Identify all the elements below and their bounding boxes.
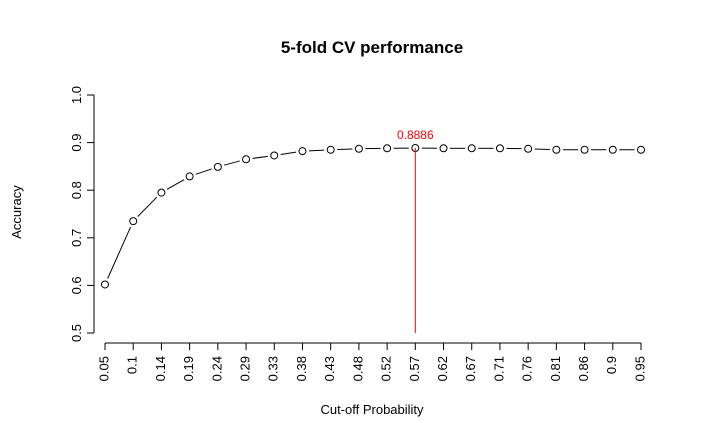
- chart-title: 5-fold CV performance: [281, 38, 463, 57]
- x-tick-label: 0.33: [266, 356, 281, 381]
- series: [101, 144, 645, 289]
- line-segment: [223, 160, 240, 166]
- data-point: [270, 151, 279, 160]
- highlight-annotation: 0.8886: [397, 128, 434, 333]
- data-point: [326, 145, 335, 154]
- data-point: [185, 172, 194, 181]
- data-point: [467, 144, 476, 153]
- line-segment: [166, 179, 185, 190]
- x-tick-label: 0.48: [350, 356, 365, 381]
- line-segment: [195, 168, 212, 175]
- line-segment: [252, 155, 268, 159]
- x-tick-label: 0.86: [576, 356, 591, 381]
- x-tick-label: 0.19: [181, 356, 196, 381]
- data-point: [383, 144, 392, 153]
- x-tick-label: 0.62: [435, 356, 450, 381]
- data-point: [354, 144, 363, 153]
- highlight-label: 0.8886: [397, 128, 434, 142]
- data-point: [524, 144, 533, 153]
- x-tick-label: 0.38: [294, 356, 309, 381]
- x-tick-label: 0.24: [209, 356, 224, 381]
- x-tick-label: 0.71: [491, 356, 506, 381]
- line-segment: [337, 148, 353, 151]
- x-tick-label: 0.81: [548, 356, 563, 381]
- x-axis-label: Cut-off Probability: [320, 402, 424, 417]
- x-tick-label: 0.05: [96, 356, 111, 381]
- y-tick-label: 0.8: [69, 181, 84, 199]
- data-point: [608, 145, 617, 154]
- x-tick-label: 0.95: [632, 356, 647, 381]
- line-segment: [308, 149, 325, 152]
- data-point: [298, 147, 307, 156]
- line-segment: [534, 148, 550, 151]
- y-tick-label: 0.6: [69, 276, 84, 294]
- line-segment: [280, 151, 297, 155]
- data-point: [495, 144, 504, 153]
- y-tick-label: 0.7: [69, 229, 84, 247]
- x-tick-label: 0.57: [407, 356, 422, 381]
- data-point: [129, 217, 138, 226]
- line-segment: [107, 226, 132, 279]
- x-tick-label: 0.76: [520, 356, 535, 381]
- data-point: [439, 144, 448, 153]
- data-point: [213, 162, 222, 171]
- x-tick-label: 0.67: [463, 356, 478, 381]
- data-point: [637, 145, 645, 154]
- x-tick-label: 0.29: [237, 356, 252, 381]
- x-tick-label: 0.52: [379, 356, 394, 381]
- axes: 0.5 0.6 0.7 0.8 0.9 1.0 0.05 0.1 0.14 0.19 0.24 0.2…: [69, 86, 647, 381]
- y-axis-label: Accuracy: [9, 185, 24, 239]
- y-tick-label: 0.5: [69, 324, 84, 342]
- x-tick-label: 0.1: [125, 356, 140, 374]
- x-tick-label: 0.43: [322, 356, 337, 381]
- line-segment: [137, 196, 158, 217]
- data-point: [552, 145, 561, 154]
- data-point: [580, 145, 589, 154]
- x-tick-label: 0.14: [153, 356, 168, 381]
- data-point: [242, 155, 251, 164]
- y-tick-label: 0.9: [69, 134, 84, 152]
- x-tick-label: 0.9: [604, 356, 619, 374]
- y-tick-label: 1.0: [69, 86, 84, 104]
- data-point: [101, 280, 109, 289]
- data-point: [157, 188, 166, 197]
